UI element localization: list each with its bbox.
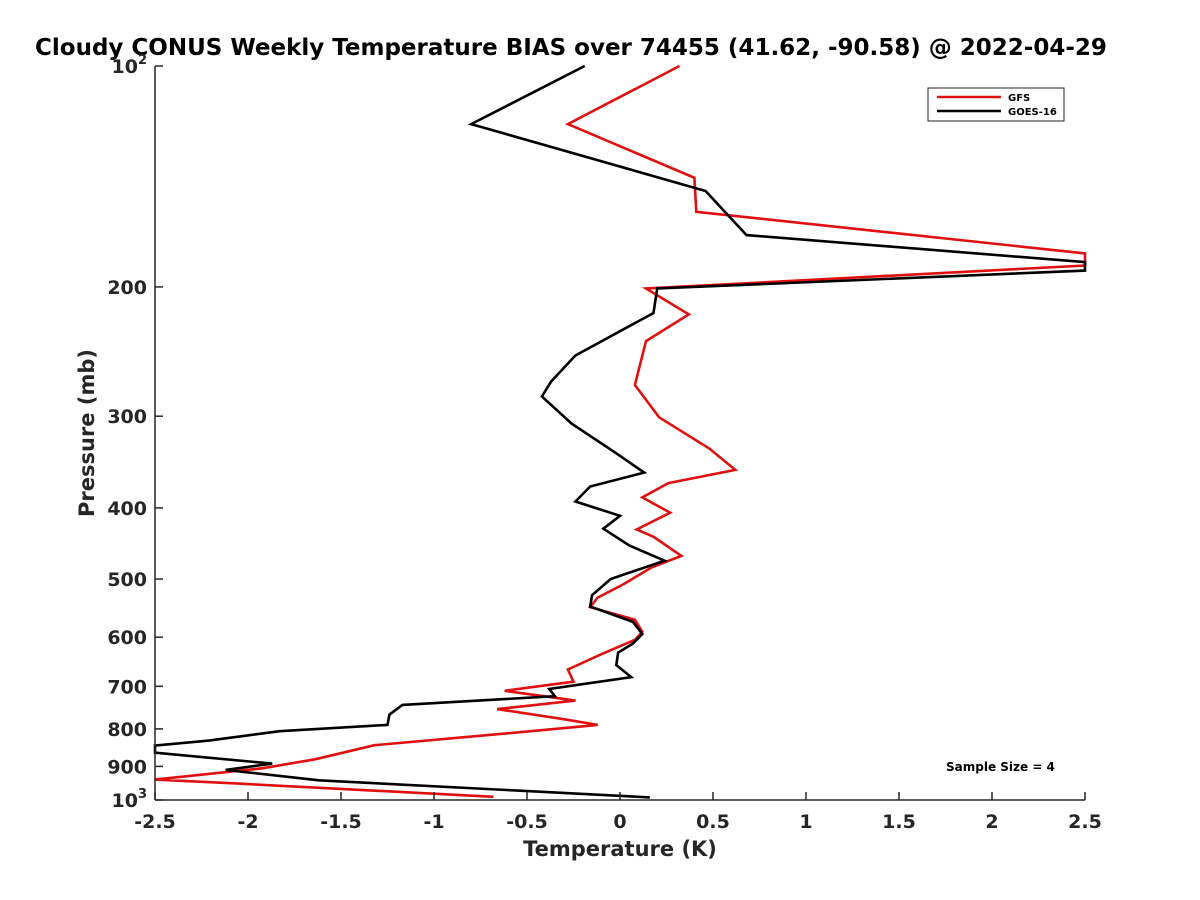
y-tick-label: 200: [107, 277, 147, 299]
y-tick-label: 700: [107, 676, 147, 698]
sample-size-annotation: Sample Size = 4: [946, 760, 1055, 774]
x-tick-label: -1: [423, 811, 444, 833]
x-tick-label: 1.5: [882, 811, 916, 833]
x-tick-label: -1.5: [320, 811, 362, 833]
legend-label-goes16: GOES-16: [1008, 107, 1057, 118]
legend-box: [927, 87, 1065, 122]
x-axis-ticks: -2.5 -2 -1.5 -1 -0.5 0 0.5 1 1.5 2 2.5: [134, 792, 1102, 833]
series-line-gfs: [154, 64, 1087, 799]
x-tick-label: 1: [799, 811, 812, 833]
y-tick-label: 500: [107, 569, 147, 591]
y-axis-ticks: 102 200 300 400 500 600 700 800 900 103: [107, 53, 163, 812]
x-tick-label: 2: [985, 811, 998, 833]
y-tick-label: 300: [107, 406, 147, 428]
y-tick-label: 102: [112, 53, 148, 78]
y-tick-label: 600: [107, 627, 147, 649]
plot-lines: [153, 64, 1087, 799]
x-tick-label: 0: [613, 811, 626, 833]
x-axis-label: Temperature (K): [523, 837, 717, 861]
series-line-goes-16: [153, 64, 1087, 799]
y-tick-label: 800: [107, 719, 147, 741]
y-axis-label: Pressure (mb): [75, 349, 99, 517]
legend-label-gfs: GFS: [1008, 93, 1030, 104]
y-tick-label: 400: [107, 498, 147, 520]
y-tick-label: 103: [112, 787, 148, 812]
chart-title: Cloudy CONUS Weekly Temperature BIAS ove…: [35, 35, 1107, 61]
x-tick-label: 2.5: [1068, 811, 1102, 833]
x-tick-label: -0.5: [506, 811, 548, 833]
x-tick-label: -2.5: [134, 811, 176, 833]
x-tick-label: -2: [237, 811, 258, 833]
x-tick-label: 0.5: [696, 811, 730, 833]
legend: GFS GOES-16: [927, 87, 1065, 122]
y-tick-label: 900: [107, 756, 147, 778]
